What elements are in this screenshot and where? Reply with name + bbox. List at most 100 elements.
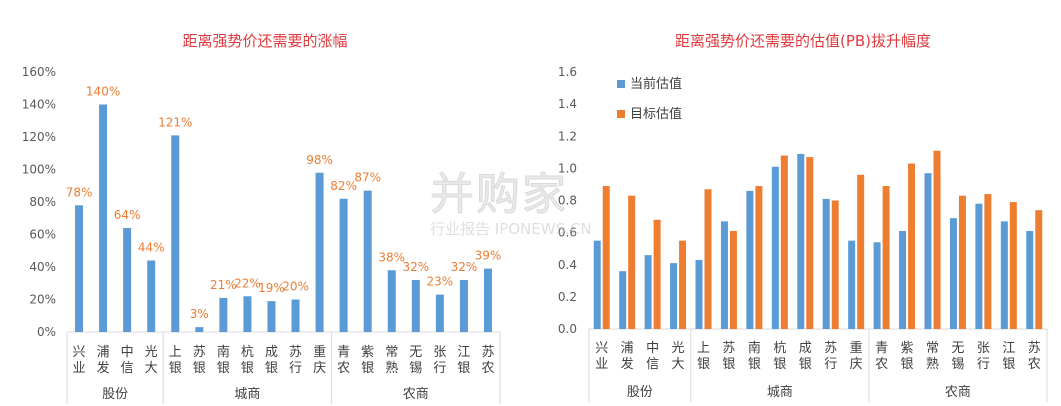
x-category-label: 重庆: [313, 344, 326, 376]
bar-常熟: [387, 270, 396, 332]
x-category-label: 光大: [672, 341, 685, 372]
bar-成银: [267, 301, 276, 332]
x-category-label: 江银: [1002, 341, 1015, 372]
y-tick-label: 140%: [22, 98, 56, 112]
bar-series0-张行: [975, 203, 983, 329]
data-label: 87%: [354, 171, 381, 185]
legend-label: 目标估值: [630, 106, 682, 122]
x-category-label: 无锡: [951, 341, 964, 372]
group-label: 城商: [767, 385, 793, 400]
x-category-label: 浦发: [621, 341, 634, 372]
legend-label: 当前估值: [630, 76, 682, 92]
bar-series0-青农: [873, 242, 881, 329]
bar-series0-杭银: [771, 166, 779, 329]
bar-江银: [459, 280, 468, 332]
bar-series0-浦发: [619, 271, 627, 329]
x-category-label: 南银: [217, 344, 230, 376]
bar-series1-青农: [882, 186, 890, 329]
bar-series0-上银: [695, 259, 703, 329]
x-category-label: 中信: [646, 341, 659, 372]
bar-series1-苏农: [1035, 210, 1043, 329]
bar-series0-兴业: [593, 240, 601, 329]
x-category-label: 上银: [169, 345, 182, 376]
x-category-label: 青农: [337, 345, 350, 376]
y-tick-label: 0.8: [558, 194, 577, 208]
x-category-label: 苏行: [824, 340, 837, 372]
group-label: 城商: [234, 387, 260, 402]
data-label: 140%: [86, 85, 120, 99]
chart-title: 距离强势价还需要的涨幅: [182, 32, 347, 50]
x-category-label: 兴业: [73, 345, 86, 376]
x-category-label: 苏行: [289, 344, 302, 376]
legend-swatch-1: [617, 110, 625, 118]
bar-series1-苏行: [831, 200, 839, 329]
bar-series1-紫银: [908, 163, 916, 329]
bar-紫银: [363, 190, 372, 332]
bar-苏银: [195, 327, 204, 332]
data-label: 22%: [234, 276, 261, 290]
bar-兴业: [75, 205, 84, 332]
data-label: 20%: [282, 280, 309, 294]
x-category-label: 光大: [145, 345, 158, 376]
group-label: 股份: [102, 387, 128, 402]
bar-series1-中信: [653, 219, 661, 329]
bar-series0-光大: [670, 263, 678, 329]
bar-series1-无锡: [958, 195, 966, 329]
bar-series0-苏农: [1026, 231, 1034, 329]
y-tick-label: 0.2: [558, 290, 577, 304]
x-category-label: 成银: [265, 345, 278, 376]
bar-series0-紫银: [899, 231, 907, 329]
x-category-label: 杭银: [241, 345, 254, 376]
x-category-label: 常熟: [926, 341, 939, 372]
bar-series0-常熟: [924, 173, 932, 329]
y-tick-label: 0%: [37, 325, 56, 339]
x-category-label: 浦发: [97, 345, 110, 376]
bar-series0-重庆: [848, 240, 856, 329]
x-category-label: 杭银: [773, 341, 786, 372]
data-label: 44%: [138, 241, 165, 255]
data-label: 38%: [378, 250, 405, 264]
y-tick-label: 80%: [29, 195, 56, 209]
group-label: 股份: [627, 385, 653, 400]
y-tick-label: 0.0: [558, 322, 577, 336]
y-tick-label: 0.6: [558, 226, 577, 240]
data-label: 64%: [114, 208, 141, 222]
x-category-label: 紫银: [361, 345, 374, 376]
x-category-label: 南银: [748, 340, 761, 372]
y-tick-label: 0.4: [558, 258, 577, 272]
data-label: 32%: [451, 260, 478, 274]
bar-series0-南银: [746, 190, 754, 329]
data-label: 121%: [158, 115, 192, 129]
bar-series1-上银: [704, 189, 712, 329]
x-category-label: 无锡: [409, 345, 422, 376]
y-tick-label: 1.2: [558, 129, 577, 143]
y-tick-label: 60%: [29, 228, 56, 242]
x-category-label: 中信: [121, 345, 134, 376]
x-category-label: 重庆: [850, 340, 863, 372]
x-category-label: 上银: [697, 341, 710, 372]
bar-重庆: [315, 172, 324, 332]
bar-series0-苏行: [822, 198, 830, 329]
y-tick-label: 160%: [22, 65, 56, 79]
data-label: 3%: [190, 307, 209, 321]
bar-上银: [171, 135, 180, 332]
data-label: 78%: [66, 185, 93, 199]
x-category-label: 紫银: [901, 341, 914, 372]
chart-title: 距离强势价还需要的估值(PB)拔升幅度: [675, 32, 931, 50]
bar-无锡: [411, 280, 420, 332]
bar-series1-成银: [806, 157, 814, 329]
y-tick-label: 1.0: [558, 161, 577, 175]
legend-swatch-0: [617, 80, 625, 88]
bar-张行: [435, 294, 444, 332]
bar-series0-江银: [1000, 221, 1008, 329]
data-label: 98%: [306, 153, 333, 167]
bar-series1-浦发: [628, 195, 636, 329]
bar-苏农: [483, 268, 492, 332]
x-category-label: 成银: [799, 341, 812, 372]
group-label: 农商: [945, 385, 971, 400]
data-label: 21%: [210, 278, 237, 292]
bar-浦发: [99, 104, 108, 332]
bar-杭银: [243, 296, 252, 332]
data-label: 32%: [402, 260, 429, 274]
bar-苏行: [291, 299, 300, 332]
